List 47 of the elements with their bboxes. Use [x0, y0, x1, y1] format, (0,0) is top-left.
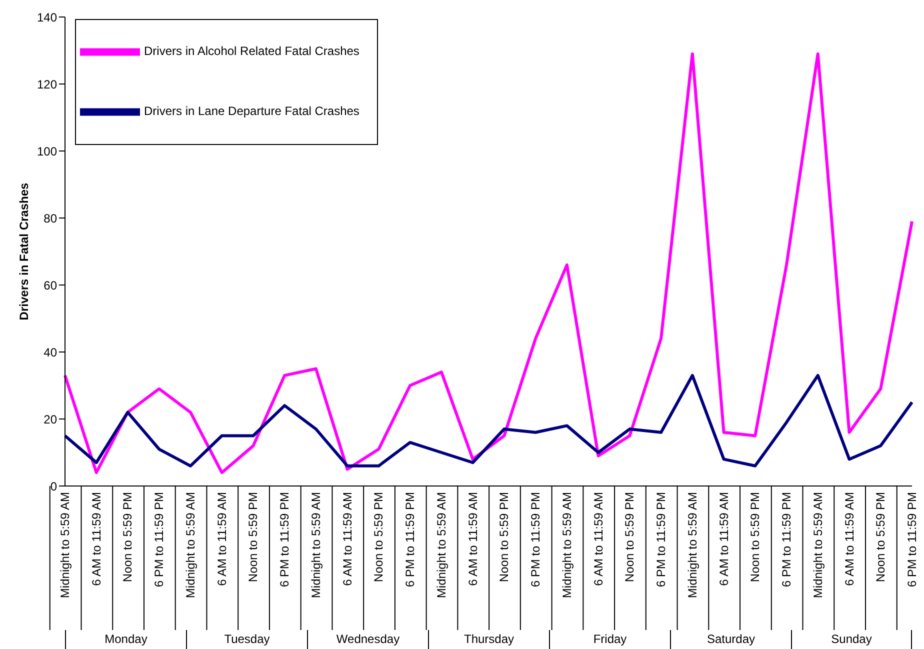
x-tick-label: 6 PM to 11:59 PM	[152, 492, 166, 588]
x-tick-label: Midnight to 5:59 AM	[560, 492, 574, 598]
text: Tuesday	[186, 630, 307, 649]
x-tick-label: 6 PM to 11:59 PM	[278, 492, 292, 588]
x-tick-label: 6 AM to 11:59 AM	[214, 492, 229, 586]
x-tick-label: 6 AM to 11:59 AM	[591, 492, 606, 586]
text: Thursday	[428, 630, 549, 649]
x-tick-label: Midnight to 5:59 AM	[685, 492, 700, 598]
x-tick-label: 6 AM to 11:59 AM	[842, 492, 856, 586]
y-tick-label: 140	[36, 10, 58, 24]
y-tick-label: 80	[44, 211, 58, 226]
x-tick-label: Noon to 5:59 PM	[246, 492, 260, 582]
text: Sunday	[791, 630, 912, 649]
text: Friday	[549, 630, 670, 649]
x-tick-label: Midnight to 5:59 AM	[308, 492, 323, 598]
y-tick-label: 100	[36, 144, 58, 158]
y-tick-label: 60	[44, 278, 58, 292]
x-tick-label: 6 PM to 11:59 PM	[654, 492, 668, 588]
x-tick-label: 6 PM to 11:59 PM	[528, 492, 543, 588]
x-tick-label: Midnight to 5:59 AM	[434, 492, 448, 598]
x-tick-label: Noon to 5:59 PM	[497, 492, 512, 582]
text: Saturday	[670, 630, 791, 649]
x-tick-label: 6 PM to 11:59 PM	[403, 492, 418, 588]
x-tick-label: 6 AM to 11:59 AM	[89, 492, 104, 586]
x-tick-label: Noon to 5:59 PM	[120, 492, 135, 582]
y-tick-label: 0	[50, 479, 58, 494]
x-tick-label: 6 AM to 11:59 AM	[340, 492, 354, 586]
line-series	[64, 374, 914, 468]
y-tick-label: 20	[44, 412, 58, 426]
x-tick-label: Noon to 5:59 PM	[622, 492, 637, 582]
x-tick-label: Midnight to 5:59 AM	[183, 492, 198, 598]
x-tick-label: Midnight to 5:59 AM	[810, 492, 825, 598]
x-tick-label: 6 PM to 11:59 PM	[780, 492, 794, 588]
y-axis-title: Drivers in Fatal Crashes	[17, 182, 31, 320]
x-tick-label: Noon to 5:59 PM	[372, 492, 386, 582]
x-tick-label: Midnight to 5:59 AM	[58, 492, 72, 598]
x-tick-label: Noon to 5:59 PM	[748, 492, 762, 582]
text: Wednesday	[307, 630, 428, 649]
x-tick-label: 6 AM to 11:59 AM	[716, 492, 731, 586]
legend-label: Drivers in Alcohol Related Fatal Crashes	[144, 44, 360, 58]
y-tick-label: 120	[36, 77, 58, 92]
y-tick-label: 40	[44, 345, 58, 360]
x-tick-label: 6 PM to 11:59 PM	[905, 492, 919, 588]
text: Monday	[65, 630, 186, 649]
x-tick-label: 6 AM to 11:59 AM	[466, 492, 480, 586]
x-tick-label: Noon to 5:59 PM	[874, 492, 888, 582]
legend-label: Drivers in Lane Departure Fatal Crashes	[144, 104, 360, 118]
